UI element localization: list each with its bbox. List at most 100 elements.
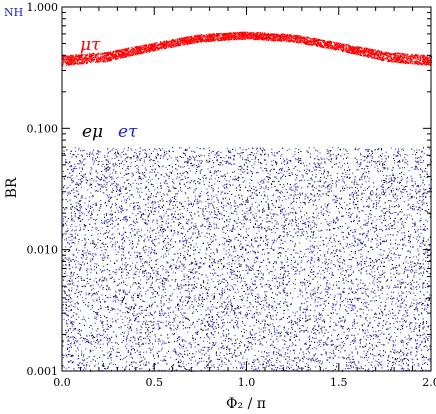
- data-point: [283, 216, 285, 218]
- data-point: [98, 309, 100, 310]
- data-point: [260, 239, 261, 241]
- data-point: [287, 248, 289, 250]
- data-point: [286, 228, 287, 230]
- data-point: [124, 357, 126, 359]
- data-point: [74, 211, 75, 213]
- data-point: [314, 347, 316, 349]
- data-point: [415, 191, 417, 193]
- data-point: [188, 167, 190, 169]
- data-point: [159, 230, 161, 232]
- data-point: [187, 249, 189, 251]
- data-point: [226, 334, 228, 336]
- data-point: [85, 176, 87, 178]
- data-point: [89, 173, 91, 175]
- data-point: [372, 288, 373, 290]
- data-point: [276, 347, 278, 349]
- data-point: [117, 318, 119, 320]
- data-point: [258, 224, 260, 226]
- data-point: [236, 315, 238, 317]
- data-point: [284, 218, 286, 220]
- data-point: [234, 238, 236, 240]
- data-point: [186, 182, 188, 184]
- data-point: [410, 207, 412, 209]
- data-point: [85, 292, 87, 294]
- data-point: [152, 346, 154, 348]
- data-point: [379, 253, 381, 255]
- data-point: [165, 363, 167, 365]
- data-point: [180, 216, 181, 218]
- data-point: [429, 189, 431, 191]
- data-point: [111, 182, 113, 184]
- data-point: [151, 321, 153, 323]
- data-point: [415, 206, 417, 208]
- data-point: [416, 343, 417, 345]
- data-point: [210, 331, 212, 333]
- data-point: [247, 310, 249, 311]
- data-point: [348, 247, 350, 249]
- data-point: [263, 181, 265, 183]
- data-point: [382, 254, 384, 256]
- data-point: [273, 194, 274, 196]
- data-point: [396, 336, 398, 337]
- data-point: [226, 160, 228, 162]
- data-point: [65, 224, 67, 226]
- data-point: [212, 274, 214, 276]
- data-point: [377, 354, 379, 356]
- data-point: [211, 294, 213, 296]
- data-point: [169, 324, 171, 326]
- data-point: [417, 283, 419, 285]
- data-point: [83, 175, 85, 177]
- data-point: [388, 228, 390, 230]
- data-point: [307, 308, 308, 310]
- data-point: [66, 239, 68, 241]
- data-point: [348, 216, 350, 218]
- data-point: [428, 358, 430, 360]
- data-point: [178, 338, 180, 340]
- data-point: [399, 306, 401, 308]
- data-point: [196, 169, 198, 171]
- data-point: [114, 185, 116, 187]
- data-point: [321, 332, 323, 334]
- data-point: [387, 167, 389, 169]
- data-point: [347, 265, 349, 267]
- data-point: [371, 271, 373, 273]
- data-point: [397, 300, 399, 302]
- data-point: [197, 159, 199, 161]
- data-point: [197, 311, 198, 313]
- data-point: [333, 250, 334, 252]
- data-point: [379, 297, 381, 299]
- data-point: [352, 361, 354, 363]
- data-point: [73, 167, 75, 169]
- data-point: [221, 292, 223, 294]
- data-point: [253, 363, 255, 365]
- data-point: [204, 235, 206, 237]
- data-point: [122, 210, 124, 212]
- data-point: [333, 234, 335, 236]
- data-point: [285, 340, 287, 342]
- data-point: [339, 293, 341, 295]
- data-point: [413, 281, 415, 283]
- data-point: [267, 238, 269, 240]
- data-point: [265, 358, 267, 360]
- data-point: [328, 288, 330, 290]
- data-point: [197, 361, 199, 363]
- data-point: [149, 231, 151, 233]
- data-point: [80, 180, 82, 182]
- data-point: [416, 256, 418, 258]
- data-point: [130, 162, 132, 164]
- data-point: [146, 180, 148, 182]
- data-point: [319, 315, 321, 316]
- data-point: [274, 334, 276, 336]
- data-point: [404, 287, 406, 289]
- data-point: [96, 298, 98, 300]
- data-point: [281, 267, 283, 269]
- data-point: [382, 208, 384, 210]
- data-point: [118, 351, 120, 353]
- data-point: [269, 359, 270, 360]
- data-point: [368, 221, 369, 223]
- data-point: [113, 183, 115, 184]
- data-point: [229, 163, 231, 165]
- data-point: [112, 178, 114, 180]
- data-point: [344, 368, 346, 370]
- data-point: [72, 181, 74, 183]
